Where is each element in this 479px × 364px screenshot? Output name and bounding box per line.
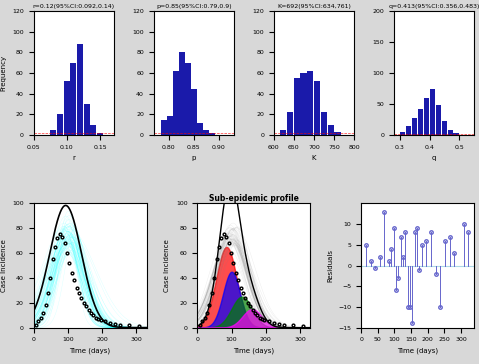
Bar [400, 132, 406, 135]
Y-axis label: Case Incidence: Case Incidence [164, 239, 171, 292]
Bar [412, 118, 417, 135]
Bar [197, 123, 203, 135]
Bar [294, 78, 300, 135]
Bar [70, 63, 76, 135]
Bar [430, 88, 435, 135]
Bar [173, 71, 179, 135]
X-axis label: p: p [192, 155, 196, 161]
X-axis label: r: r [72, 155, 75, 161]
Bar [314, 81, 320, 135]
Title: p=0.85(95%CI:0.79,0.9): p=0.85(95%CI:0.79,0.9) [156, 4, 231, 9]
Title: K=692(95%CI:634,761): K=692(95%CI:634,761) [277, 4, 351, 9]
Title: q=0.413(95%CI:0.356,0.483): q=0.413(95%CI:0.356,0.483) [388, 4, 479, 9]
Bar [307, 71, 313, 135]
X-axis label: q: q [432, 155, 436, 161]
Bar [209, 133, 215, 135]
Bar [334, 132, 341, 135]
Bar [64, 81, 70, 135]
Title: r=0.12(95%CI:0.092,0.14): r=0.12(95%CI:0.092,0.14) [33, 4, 114, 9]
X-axis label: Time (days): Time (days) [233, 348, 274, 355]
Bar [447, 130, 453, 135]
Bar [185, 63, 191, 135]
Bar [454, 133, 459, 135]
Bar [328, 125, 334, 135]
Bar [97, 133, 103, 135]
Bar [57, 114, 63, 135]
Bar [435, 105, 441, 135]
Bar [84, 104, 90, 135]
X-axis label: Time (days): Time (days) [397, 348, 438, 355]
Bar [161, 120, 167, 135]
Bar [90, 125, 96, 135]
Bar [406, 126, 411, 135]
Bar [179, 52, 185, 135]
Bar [300, 73, 307, 135]
Y-axis label: Case Incidence: Case Incidence [0, 239, 7, 292]
X-axis label: Time (days): Time (days) [69, 348, 111, 355]
Bar [77, 44, 83, 135]
Bar [287, 112, 293, 135]
Bar [418, 109, 423, 135]
Bar [203, 130, 209, 135]
Bar [442, 122, 447, 135]
Bar [280, 130, 286, 135]
Bar [191, 88, 197, 135]
Y-axis label: Frequency: Frequency [0, 55, 7, 91]
Bar [424, 98, 429, 135]
Bar [321, 112, 327, 135]
X-axis label: K: K [312, 155, 316, 161]
Bar [167, 116, 173, 135]
Y-axis label: Residuals: Residuals [327, 249, 333, 282]
Bar [50, 130, 57, 135]
Title: Sub-epidemic profile: Sub-epidemic profile [209, 194, 299, 203]
